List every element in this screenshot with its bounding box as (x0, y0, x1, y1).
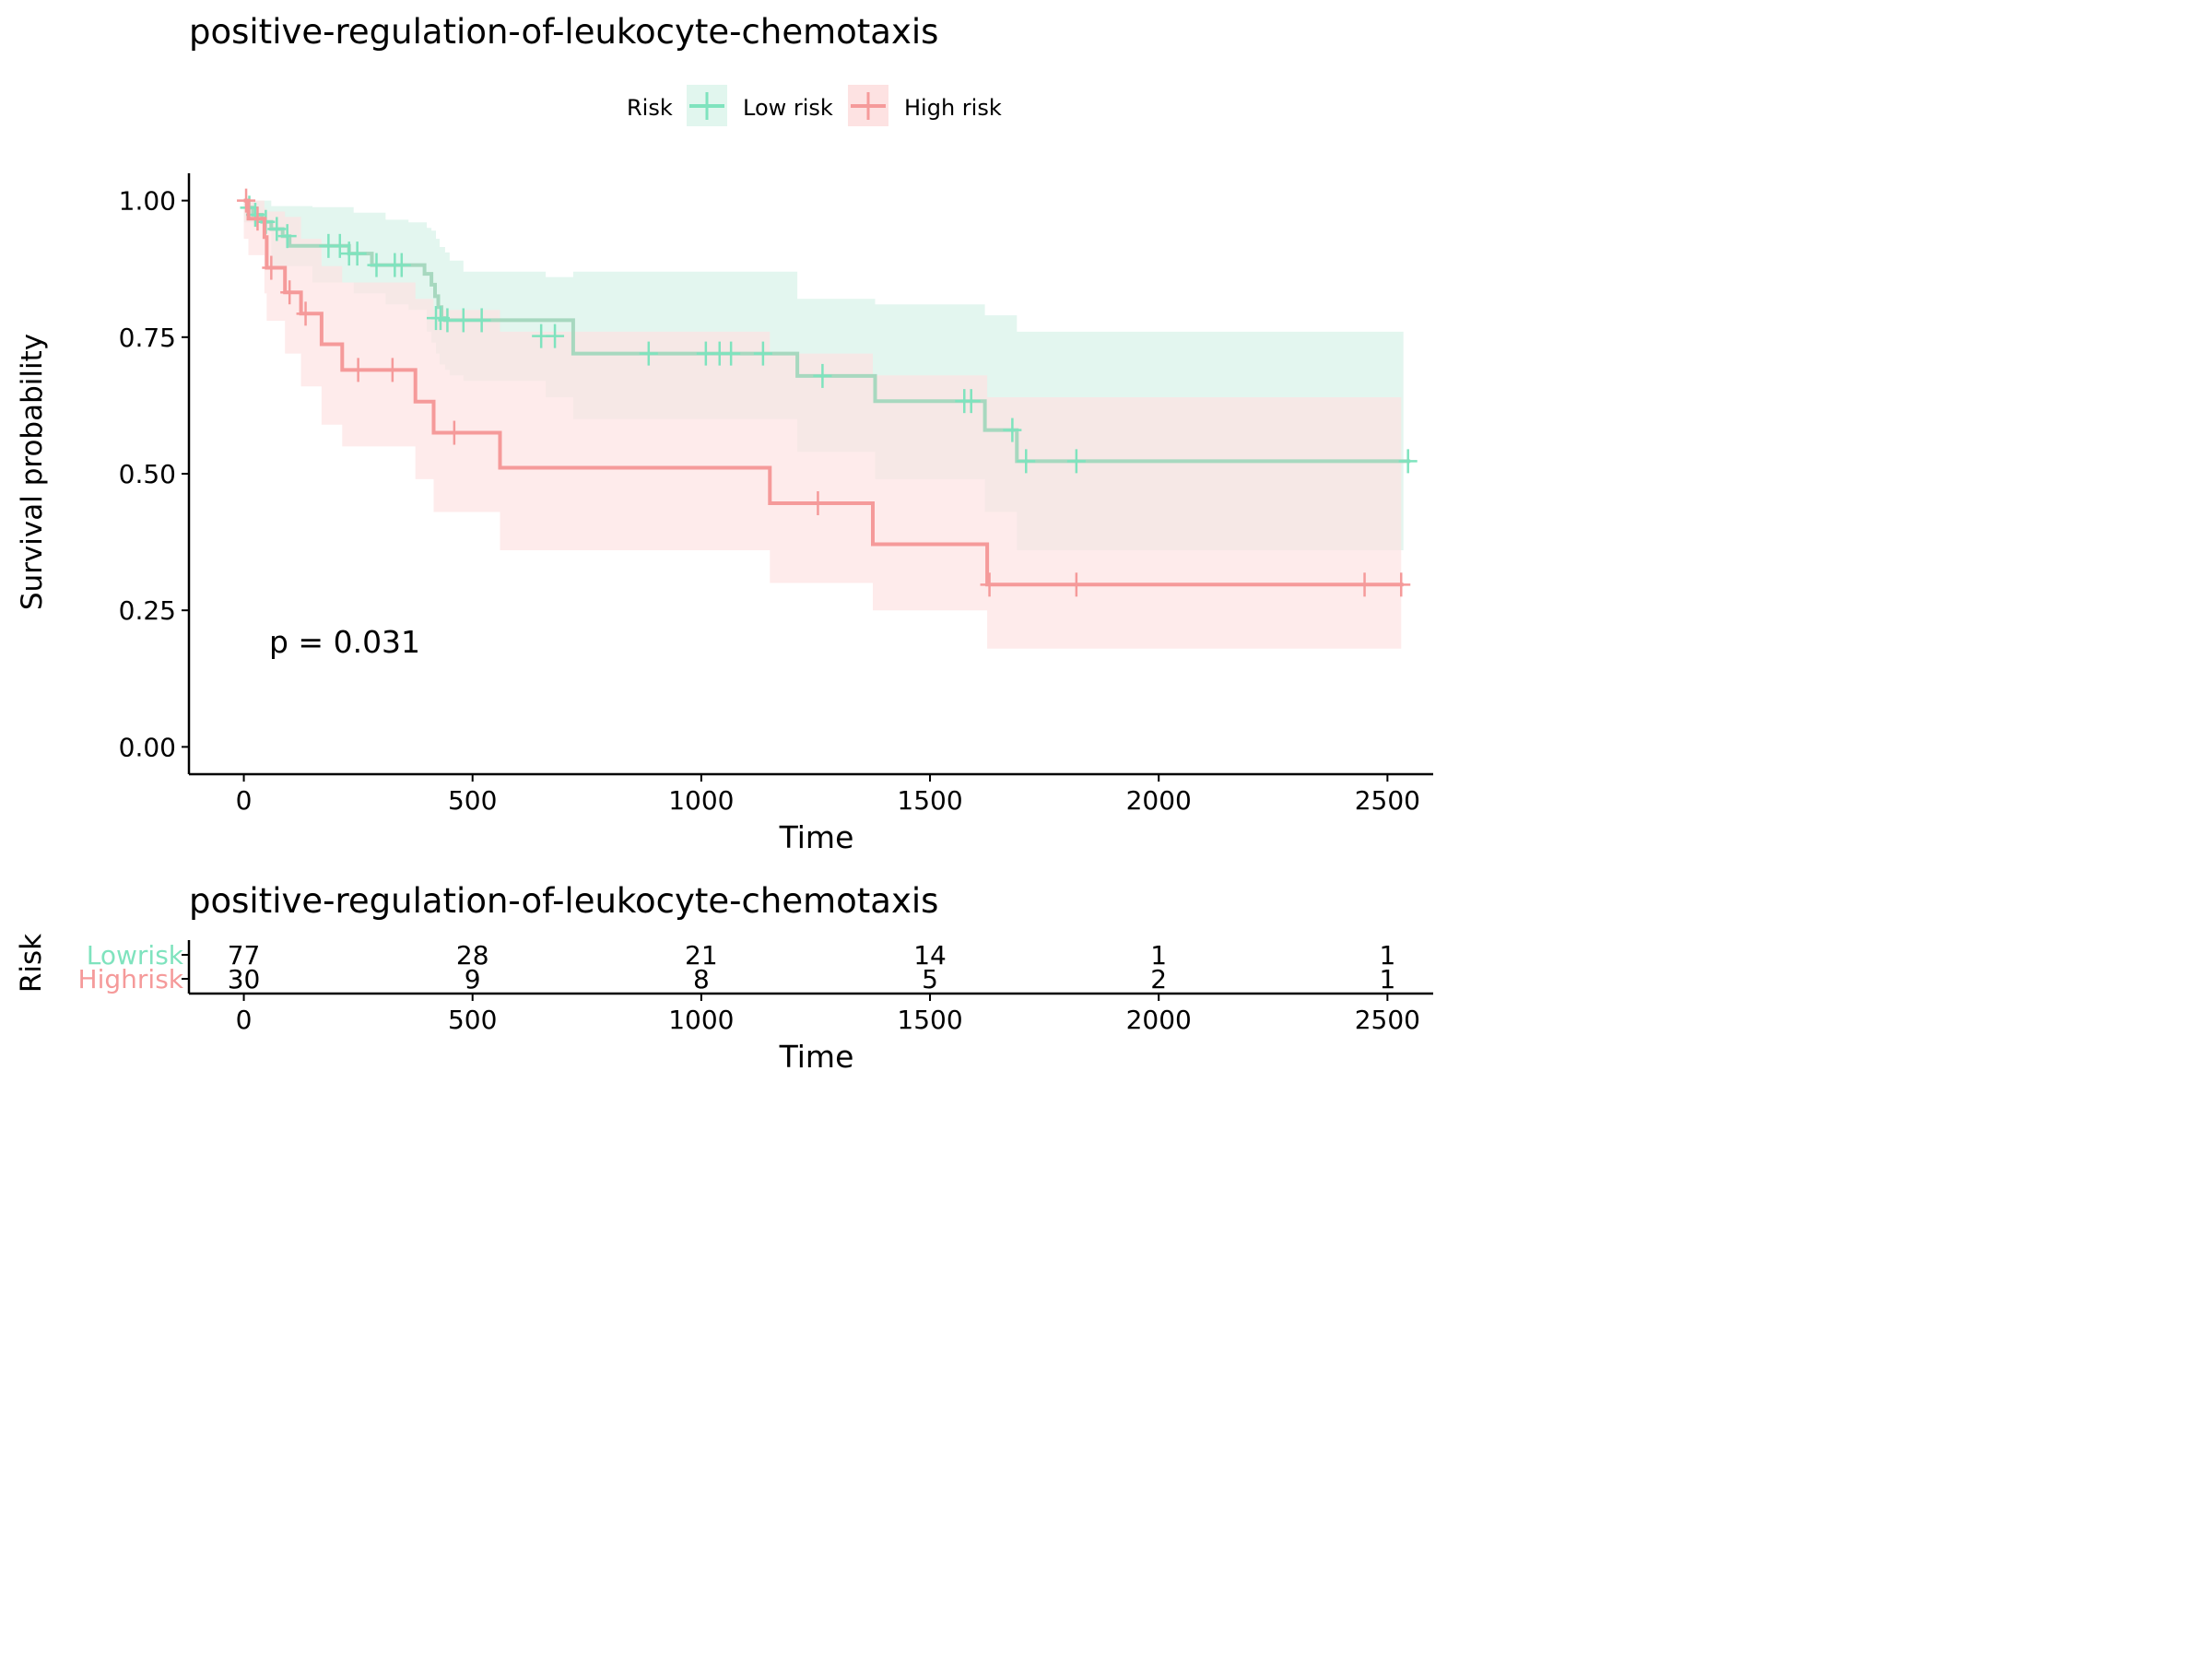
risk-count: 1 (1379, 964, 1395, 994)
confidence-bands (243, 200, 1404, 649)
x-tick-label: 0 (236, 785, 253, 816)
ci-band-high (243, 200, 1402, 649)
censor-mark-low (347, 241, 367, 266)
legend: Risk Low risk High risk (627, 85, 1002, 126)
risk-count: 1 (1379, 940, 1395, 971)
y-tick-label: 0.00 (119, 732, 176, 762)
x-axis-label: Time (779, 819, 854, 855)
risk-count: 77 (228, 940, 261, 971)
risk-count: 9 (465, 964, 481, 994)
censor-mark-low (1398, 449, 1418, 474)
x-tick-label: 2000 (1126, 785, 1192, 816)
risk-x-tick-label: 1500 (897, 1005, 962, 1035)
risk-x-tick-label: 500 (448, 1005, 497, 1035)
y-tick-label: 0.25 (119, 595, 176, 626)
censor-mark-low (367, 253, 386, 277)
risk-count: 14 (913, 940, 947, 971)
censor-mark-low (392, 253, 411, 277)
censor-mark-low (961, 389, 981, 414)
censor-mark-low (453, 308, 473, 333)
risk-table-xlabel: Time (779, 1039, 854, 1075)
x-tick-label: 1000 (668, 785, 734, 816)
censor-mark-low (753, 341, 772, 366)
y-tick-label: 1.00 (119, 186, 176, 217)
censor-mark-high (1066, 572, 1086, 597)
censor-mark-high (444, 420, 464, 445)
survival-curves (237, 188, 1418, 597)
risk-x-tick-label: 2000 (1126, 1005, 1192, 1035)
risk-x-tick-label: 1000 (668, 1005, 734, 1035)
x-tick-label: 500 (448, 785, 497, 816)
censor-mark-low (1066, 449, 1086, 474)
risk-x-tick-label: 2500 (1355, 1005, 1420, 1035)
x-tick-label: 2500 (1355, 785, 1420, 816)
censor-mark-low (639, 341, 658, 366)
censor-mark-low (438, 308, 457, 333)
legend-label-high: High risk (904, 95, 1002, 121)
y-tick-label: 0.50 (119, 459, 176, 489)
censor-mark-high (382, 358, 402, 382)
censor-mark-high (980, 572, 999, 597)
censor-mark-low (722, 341, 741, 366)
risk-x-tick-label: 0 (236, 1005, 253, 1035)
risk-count: 21 (685, 940, 718, 971)
censor-mark-high (808, 491, 828, 516)
censor-mark-low (472, 308, 491, 333)
legend-key-high (848, 85, 888, 126)
risk-count: 28 (456, 940, 489, 971)
censor-mark-high (262, 255, 281, 280)
censor-mark-high (237, 188, 256, 213)
censor-mark-low (813, 363, 832, 388)
censor-mark-low (1017, 449, 1036, 474)
risk-table-title: positive-regulation-of-leukocyte-chemota… (189, 881, 938, 921)
censor-mark-high (280, 280, 300, 305)
x-tick-label: 1500 (897, 785, 962, 816)
risk-row-label: Lowrisk (87, 940, 184, 971)
censor-mark-low (1003, 418, 1022, 442)
risk-count: 5 (922, 964, 938, 994)
risk-row-label: Highrisk (78, 964, 184, 994)
censor-mark-high (296, 301, 315, 326)
censor-mark-low (277, 224, 297, 249)
y-axis-label: Survival probability (16, 334, 49, 610)
legend-key-low (687, 85, 727, 126)
censor-mark-high (248, 206, 267, 231)
risk-count: 1 (1150, 940, 1167, 971)
censor-mark-high (348, 358, 368, 382)
censor-mark-low (267, 217, 287, 241)
risk-table-ylabel: Risk (15, 934, 48, 993)
risk-count: 2 (1150, 964, 1167, 994)
main-axes: 0.00 0.25 0.50 0.75 1.00 0 500 1000 1500 2000 2500 (119, 173, 1433, 816)
censor-mark-high (1355, 572, 1374, 597)
risk-count: 8 (693, 964, 710, 994)
p-value: p = 0.031 (269, 624, 420, 660)
chart-title: positive-regulation-of-leukocyte-chemota… (189, 12, 938, 52)
censor-mark-high (1392, 572, 1411, 597)
km-plot: positive-regulation-of-leukocyte-chemota… (15, 12, 1433, 1075)
y-tick-label: 0.75 (119, 323, 176, 353)
legend-title: Risk (627, 95, 673, 121)
censor-mark-low (546, 324, 565, 348)
risk-count: 30 (228, 964, 261, 994)
legend-label-low: Low risk (743, 95, 833, 121)
